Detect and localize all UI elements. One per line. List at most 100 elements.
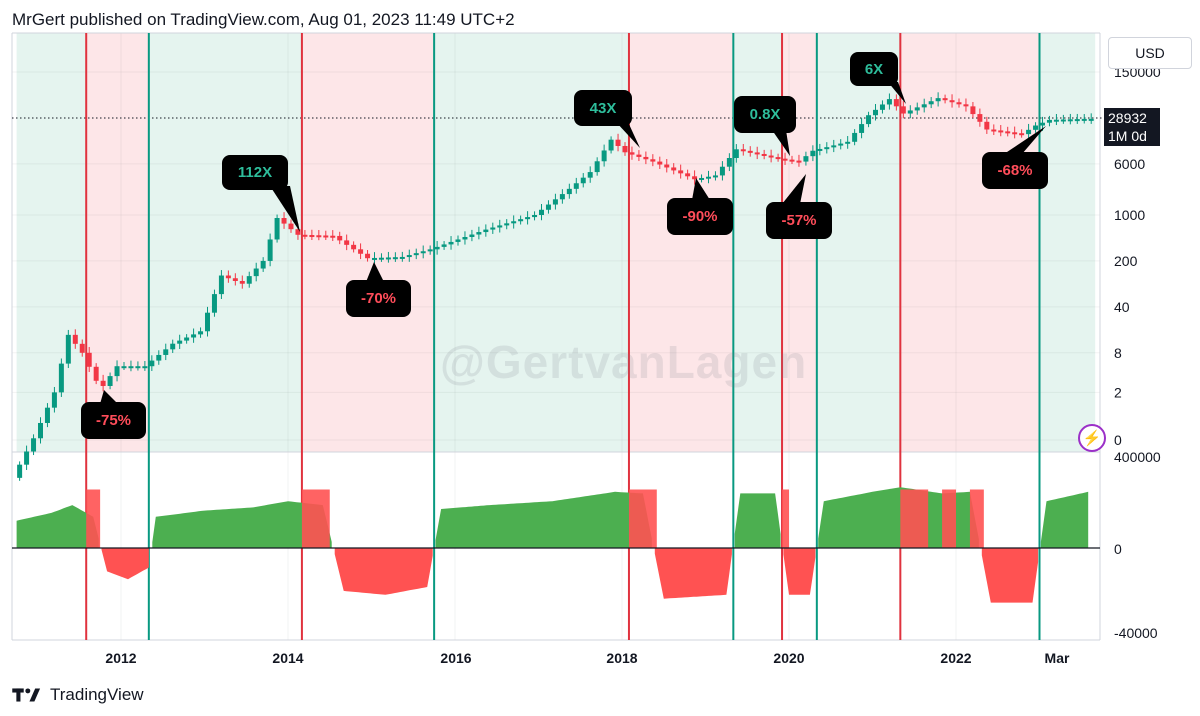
- candle-body: [657, 161, 663, 165]
- x-tick-label: 2020: [773, 650, 804, 666]
- candle-body: [1046, 119, 1052, 123]
- candle: [420, 245, 426, 259]
- candle: [518, 215, 524, 225]
- cycle-region-5: [628, 33, 734, 452]
- candle: [706, 170, 711, 184]
- candle-body: [1060, 119, 1066, 122]
- candle-body: [184, 337, 190, 341]
- annotation-0-8x: 0.8X: [734, 96, 796, 133]
- candle-body: [831, 145, 837, 148]
- candle-body: [587, 172, 593, 178]
- candle: [810, 145, 816, 162]
- candle: [775, 153, 781, 162]
- candle-body: [302, 234, 308, 237]
- candle: [754, 146, 760, 160]
- candle-body: [615, 139, 621, 146]
- candle-body: [761, 153, 767, 156]
- candle: [79, 339, 85, 357]
- candle-body: [1005, 131, 1011, 134]
- candle-body: [678, 170, 684, 174]
- candle: [1088, 113, 1094, 124]
- candle-body: [413, 253, 419, 256]
- x-tick-label: 2012: [105, 650, 136, 666]
- candle: [650, 154, 656, 167]
- candle: [170, 339, 176, 353]
- candle-body: [142, 366, 148, 369]
- candle: [615, 133, 621, 152]
- candle-body: [65, 334, 71, 364]
- oscillator-segment-1: [101, 548, 149, 580]
- annotation-pointer-8: [1004, 126, 1046, 154]
- candle-body: [232, 278, 238, 281]
- candle-body: [365, 253, 371, 259]
- candle: [545, 200, 551, 214]
- candle-body: [267, 239, 273, 261]
- candle-body: [392, 257, 398, 260]
- candle-body: [552, 199, 558, 205]
- candle: [1026, 123, 1032, 140]
- candle: [594, 157, 600, 176]
- candle: [879, 100, 885, 114]
- candle-body: [914, 107, 920, 111]
- candle: [803, 151, 809, 166]
- cycle-region-10: [1039, 33, 1096, 452]
- candle-body: [991, 129, 997, 132]
- lightning-icon[interactable]: ⚡: [1078, 424, 1106, 452]
- candle: [712, 171, 718, 181]
- y-tick-label: 40: [1114, 299, 1130, 315]
- candle: [636, 150, 642, 162]
- osc-y-tick-label: -40000: [1114, 625, 1158, 641]
- candle-body: [580, 177, 586, 184]
- candle: [1060, 114, 1066, 124]
- candle-body: [246, 276, 252, 284]
- candle-body: [1053, 119, 1059, 122]
- candle: [17, 461, 23, 481]
- candle-body: [399, 256, 405, 259]
- candle-body: [455, 239, 461, 242]
- oscillator-red-highlight-3: [782, 489, 789, 548]
- candle-body: [511, 221, 517, 224]
- candle-body: [309, 235, 315, 238]
- candle: [552, 193, 558, 210]
- x-axis: 2012 2014 2016 2018 2020 2022 Mar: [105, 650, 1070, 666]
- candle-body: [281, 218, 287, 224]
- candle: [65, 329, 71, 369]
- candle: [726, 153, 732, 172]
- candle-body: [949, 100, 955, 103]
- candle-body: [86, 352, 92, 367]
- candle: [184, 334, 190, 344]
- candle-body: [789, 159, 795, 162]
- footer: TradingView: [12, 684, 144, 706]
- candle: [984, 116, 990, 134]
- candle-body: [211, 294, 217, 313]
- candle-body: [337, 235, 343, 241]
- candle: [441, 241, 447, 250]
- y-tick-label: 6000: [1114, 156, 1145, 172]
- candle-body: [253, 268, 259, 277]
- candle-body: [817, 148, 823, 151]
- candle: [747, 146, 753, 157]
- candle: [1033, 122, 1039, 133]
- candle: [963, 98, 969, 112]
- candle-body: [93, 366, 99, 381]
- candle-body: [170, 343, 176, 350]
- candle: [539, 203, 544, 221]
- candle: [866, 111, 872, 128]
- currency-selector[interactable]: USD: [1108, 37, 1192, 69]
- candle-body: [566, 188, 572, 195]
- cycle-region-3: [301, 33, 435, 452]
- annotation-112x: 112X: [222, 155, 288, 190]
- candle-body: [72, 334, 78, 344]
- candle: [977, 108, 983, 127]
- candle-body: [712, 175, 718, 178]
- candle: [1067, 113, 1073, 125]
- candle-body: [998, 130, 1004, 133]
- candle-body: [539, 209, 544, 215]
- candle-body: [747, 150, 753, 153]
- oscillator-segment-7: [783, 548, 816, 595]
- candle-body: [559, 194, 565, 200]
- candle: [142, 361, 148, 371]
- candle-body: [44, 407, 50, 423]
- candle: [1012, 126, 1018, 139]
- candle: [239, 275, 245, 289]
